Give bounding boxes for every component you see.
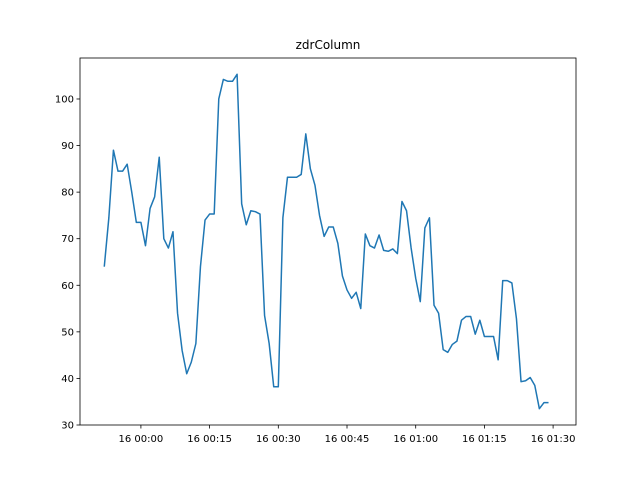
x-tick-label: 16 00:00 [119, 434, 164, 445]
y-tick-label: 100 [55, 94, 74, 105]
y-tick-label: 70 [61, 234, 74, 245]
x-tick-label: 16 01:30 [531, 434, 576, 445]
x-tick-label: 16 00:15 [187, 434, 232, 445]
x-tick-label: 16 01:15 [462, 434, 507, 445]
plot-frame [79, 57, 577, 426]
data-line [103, 73, 549, 410]
y-tick-label: 90 [61, 141, 74, 152]
y-tick-label: 50 [61, 327, 74, 338]
y-tick-label: 60 [61, 281, 74, 292]
x-tick-label: 16 00:45 [325, 434, 370, 445]
y-tick-label: 30 [61, 421, 74, 432]
x-tick-label: 16 01:00 [393, 434, 438, 445]
y-tick-label: 40 [61, 374, 74, 385]
chart-title: zdrColumn [296, 38, 361, 52]
x-tick-label: 16 00:30 [256, 434, 301, 445]
y-tick-label: 80 [61, 188, 74, 199]
